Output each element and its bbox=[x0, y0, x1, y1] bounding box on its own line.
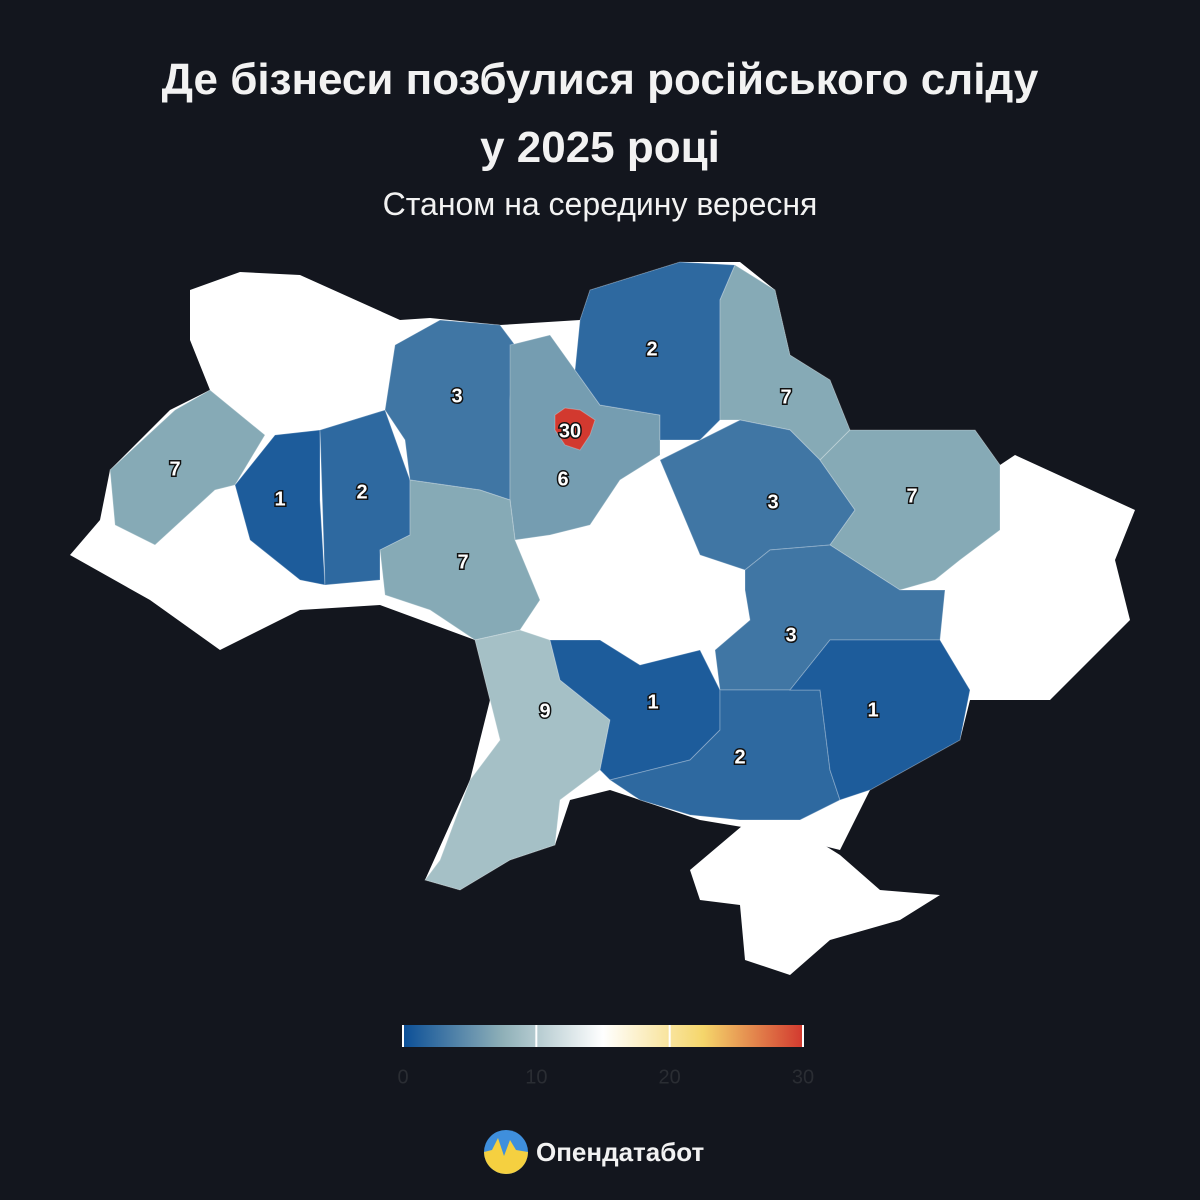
region-label: 3 bbox=[451, 385, 462, 407]
region bbox=[788, 639, 971, 801]
region-label: 1 bbox=[274, 488, 285, 510]
region-label: 1 bbox=[867, 699, 878, 721]
region-label: 3 bbox=[785, 624, 796, 646]
region-label: 3 bbox=[767, 491, 778, 513]
region-label: 7 bbox=[780, 386, 791, 408]
crimea bbox=[690, 815, 940, 975]
region bbox=[234, 429, 326, 586]
colorbar-tick-label: 20 bbox=[659, 1066, 681, 1088]
title: Де бізнеси позбулися російського сліду у… bbox=[161, 55, 1039, 172]
region-label: 7 bbox=[906, 485, 917, 507]
region-labels: 7 1 2 3 6 30 2 7 7 3 7 3 9 1 2 1 bbox=[168, 337, 919, 770]
region-label: 1 bbox=[647, 691, 658, 713]
logo-wave bbox=[484, 1138, 528, 1174]
region-label: 9 bbox=[539, 700, 550, 722]
region-label: 6 bbox=[557, 468, 568, 490]
region-label: 2 bbox=[734, 746, 745, 768]
regions bbox=[109, 261, 1001, 891]
colorbar-tick-label: 10 bbox=[525, 1066, 547, 1088]
region bbox=[574, 261, 736, 441]
region-label: 30 bbox=[559, 420, 581, 442]
colorbar-tick-label: 0 bbox=[397, 1066, 408, 1088]
region-label: 7 bbox=[169, 458, 180, 480]
region-label: 7 bbox=[457, 551, 468, 573]
subtitle: Станом на середину вересня bbox=[382, 186, 818, 222]
brand: Опендатабот bbox=[536, 1137, 705, 1167]
region bbox=[554, 407, 596, 451]
region bbox=[819, 429, 1001, 591]
colorbar: 0 10 20 30 bbox=[397, 1025, 814, 1088]
logo bbox=[484, 1130, 528, 1174]
region-label: 2 bbox=[646, 338, 657, 360]
region-label: 2 bbox=[356, 481, 367, 503]
colorbar-gradient bbox=[403, 1025, 803, 1047]
colorbar-tick-label: 30 bbox=[792, 1066, 814, 1088]
